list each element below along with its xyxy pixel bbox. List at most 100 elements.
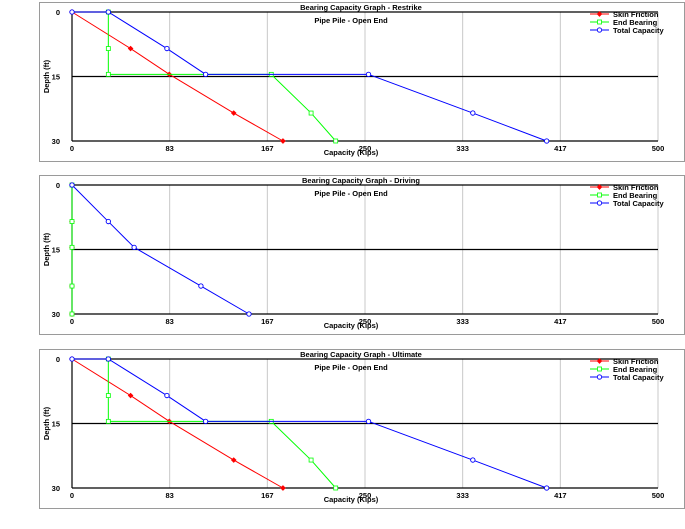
x-tick-label: 333 xyxy=(456,317,469,326)
chart-title: Bearing Capacity Graph - Ultimate xyxy=(300,350,422,359)
x-tick-label: 417 xyxy=(554,144,567,153)
x-tick-label: 83 xyxy=(165,491,173,500)
data-point xyxy=(198,283,204,289)
data-point xyxy=(105,356,111,362)
x-axis-label: Capacity (Kips) xyxy=(324,321,379,330)
x-tick-label: 500 xyxy=(652,491,665,500)
y-tick-label: 15 xyxy=(52,246,60,255)
legend-label: Skin Friction xyxy=(613,357,659,366)
data-point xyxy=(127,392,134,399)
legend-label: End Bearing xyxy=(613,191,658,200)
y-axis-label: Depth (ft) xyxy=(42,59,51,93)
legend-label: Skin Friction xyxy=(613,10,659,19)
data-point xyxy=(280,138,286,144)
legend-swatch-marker xyxy=(596,27,603,33)
chart-subtitle: Pipe Pile - Open End xyxy=(314,189,388,198)
legend-label: Skin Friction xyxy=(613,183,659,192)
x-tick-label: 250 xyxy=(359,144,372,153)
chart-title: Bearing Capacity Graph - Driving xyxy=(302,176,420,185)
x-tick-label: 250 xyxy=(359,491,372,500)
y-tick-label: 0 xyxy=(56,181,60,190)
y-tick-label: 0 xyxy=(56,8,60,17)
x-tick-label: 333 xyxy=(456,144,469,153)
legend-swatch-marker xyxy=(596,200,603,206)
chart-driving-svg: 0 83 167 250 333 417 500 0 15 30 Bearing Capacity … xyxy=(39,175,685,335)
chart-ultimate-svg: 0 83 167 250 333 417 500 0 15 30 Bearing Capacity … xyxy=(39,349,685,509)
chart-restrike: 0 83 167 250 333 417 500 0 15 30 Bearing Capacity … xyxy=(39,2,685,162)
data-point xyxy=(164,45,170,52)
legend-swatch-marker xyxy=(596,374,603,380)
data-point xyxy=(69,356,75,362)
data-point xyxy=(202,418,209,425)
data-point xyxy=(105,71,111,77)
chart-restrike-svg: 0 83 167 250 333 417 500 0 15 30 Bearing Capacity … xyxy=(39,2,685,162)
data-point xyxy=(470,457,476,463)
data-point xyxy=(230,110,237,116)
x-tick-label: 500 xyxy=(652,317,665,326)
legend-label: Total Capacity xyxy=(613,199,665,208)
data-point xyxy=(280,485,286,491)
data-point xyxy=(105,393,111,398)
series-total-capacity xyxy=(69,182,252,317)
x-axis-label: Capacity (Kips) xyxy=(324,148,379,157)
series-line xyxy=(107,12,337,142)
data-point xyxy=(470,110,476,116)
x-tick-label: 167 xyxy=(261,317,274,326)
data-point xyxy=(333,485,339,491)
legend-label: End Bearing xyxy=(613,365,658,374)
data-point xyxy=(69,311,75,317)
legend-swatch-marker xyxy=(596,184,603,190)
chart-frame xyxy=(39,175,685,335)
data-point xyxy=(105,9,111,15)
x-tick-label: 167 xyxy=(261,144,274,153)
data-point xyxy=(127,45,134,52)
x-tick-label: 417 xyxy=(554,491,567,500)
data-point xyxy=(105,418,111,424)
data-point xyxy=(69,182,75,188)
data-point xyxy=(544,138,550,144)
legend-swatch-marker xyxy=(597,366,602,372)
legend-label: Total Capacity xyxy=(613,373,665,382)
y-tick-label: 30 xyxy=(52,484,60,493)
x-tick-label: 500 xyxy=(652,144,665,153)
data-point xyxy=(69,244,75,250)
data-point xyxy=(69,9,75,15)
data-point xyxy=(105,46,111,51)
y-tick-label: 15 xyxy=(52,73,60,82)
y-axis-label: Depth (ft) xyxy=(42,406,51,440)
x-axis-label: Capacity (Kips) xyxy=(324,495,379,504)
data-point xyxy=(69,219,75,224)
data-point xyxy=(230,457,237,463)
chart-frame xyxy=(39,2,685,162)
x-tick-label: 0 xyxy=(70,317,74,326)
series-total-capacity xyxy=(69,356,550,491)
data-point xyxy=(131,244,137,251)
data-point xyxy=(69,283,75,289)
legend-label: End Bearing xyxy=(613,18,658,27)
y-tick-label: 30 xyxy=(52,137,60,146)
data-point xyxy=(202,71,209,78)
x-tick-label: 0 xyxy=(70,144,74,153)
x-tick-label: 83 xyxy=(165,144,173,153)
data-point xyxy=(333,138,339,144)
data-point xyxy=(365,71,372,78)
chart-title: Bearing Capacity Graph - Restrike xyxy=(300,3,422,12)
x-tick-label: 250 xyxy=(359,317,372,326)
data-point xyxy=(246,311,252,317)
legend-swatch-marker xyxy=(596,11,603,17)
data-point xyxy=(365,418,372,425)
legend-label: Total Capacity xyxy=(613,26,665,35)
data-point xyxy=(308,110,314,116)
chart-driving: 0 83 167 250 333 417 500 0 15 30 Bearing Capacity … xyxy=(39,175,685,335)
x-tick-label: 167 xyxy=(261,491,274,500)
y-tick-label: 15 xyxy=(52,420,60,429)
x-tick-label: 417 xyxy=(554,317,567,326)
series-line xyxy=(107,359,337,489)
chart-subtitle: Pipe Pile - Open End xyxy=(314,363,388,372)
series-total-capacity xyxy=(69,9,550,144)
legend-swatch-marker xyxy=(596,358,603,364)
data-point xyxy=(544,485,550,491)
